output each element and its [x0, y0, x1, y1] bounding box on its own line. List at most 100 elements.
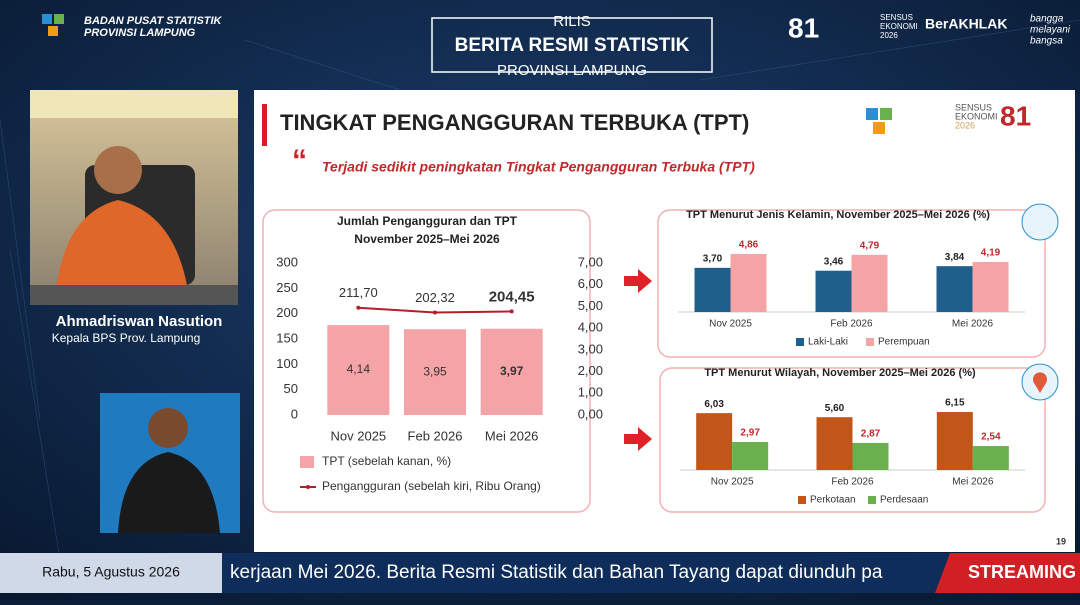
chart-frame — [262, 209, 591, 513]
value-label: 2,87 — [861, 429, 881, 440]
logo-bangga: melayani — [1030, 25, 1071, 36]
value-label: 3,84 — [945, 252, 965, 263]
point — [356, 305, 361, 310]
sign-language-video — [100, 393, 240, 533]
x-tick-label: Mei 2026 — [952, 319, 994, 330]
legend-swatch — [796, 338, 804, 346]
bar — [936, 412, 973, 470]
network-decor — [0, 19, 1080, 561]
rilis: RILIS — [553, 13, 591, 30]
value-label: 4,14 — [347, 362, 371, 376]
legend-label: Perkotaan — [810, 495, 856, 506]
date-box — [0, 553, 222, 593]
ticker-text: kerjaan Mei 2026. Berita Resmi Statistik… — [230, 562, 883, 583]
y-tick-label: 100 — [276, 356, 298, 371]
title-box — [431, 17, 713, 73]
chart-title: Jumlah Pengangguran dan TPT — [337, 214, 518, 228]
bar — [815, 270, 852, 312]
value-label: 6,15 — [945, 398, 965, 409]
logo-81: 81 — [788, 12, 819, 43]
y2-tick-label: 1,00 — [578, 385, 603, 400]
value-label: 4,79 — [860, 240, 880, 251]
logo-berakhlak: BerAKHLAK — [925, 16, 1007, 32]
legend-label: Perempuan — [878, 337, 930, 348]
chart-frame — [657, 209, 1046, 358]
bar — [816, 417, 853, 470]
chart-title: TPT Menurut Jenis Kelamin, November 2025… — [686, 209, 990, 221]
arrow — [624, 427, 652, 451]
date: Rabu, 5 Agustus 2026 — [42, 564, 180, 580]
chart-frame — [659, 367, 1046, 513]
y2-tick-label: 3,00 — [578, 341, 603, 356]
slide-title: TINGKAT PENGANGGURAN TERBUKA (TPT) — [280, 110, 749, 135]
arrow — [624, 269, 652, 293]
bar — [327, 325, 390, 415]
live-box — [935, 553, 1080, 593]
slide-logo-bps — [866, 108, 892, 134]
location-pin — [1033, 372, 1047, 393]
value-label: 6,03 — [704, 399, 724, 410]
x-tick-label: Feb 2026 — [831, 477, 874, 488]
slide — [254, 90, 1075, 552]
value-label: 3,46 — [824, 256, 844, 267]
streaming-label: STREAMING — [968, 562, 1076, 582]
value-label: 5,60 — [825, 403, 845, 414]
point — [433, 310, 437, 315]
x-tick-label: Feb 2026 — [830, 319, 873, 330]
y-tick-label: 200 — [276, 305, 298, 320]
logo-sensus: EKONOMI — [880, 22, 918, 31]
legend-swatch — [300, 456, 314, 468]
legend-swatch — [306, 485, 310, 489]
ticker-clip: kerjaan Mei 2026. Berita Resmi Statistik… — [230, 562, 883, 583]
legend-swatch — [866, 338, 874, 346]
bar — [851, 254, 888, 312]
presenter-video — [30, 90, 238, 305]
value-label: 3,70 — [703, 253, 723, 264]
value-label: 204,45 — [489, 288, 535, 305]
y-tick-label: 0 — [291, 406, 298, 421]
slide-logo-sensus: SENSUS — [955, 102, 992, 112]
broadcast-title: BERITA RESMI STATISTIK — [455, 35, 690, 56]
x-tick-label: Mei 2026 — [485, 428, 538, 443]
bar — [852, 442, 889, 470]
bar — [936, 266, 973, 312]
y2-tick-label: 0,00 — [578, 406, 603, 421]
bar — [730, 254, 767, 312]
y-tick-label: 300 — [276, 254, 298, 269]
legend-label: Laki-Laki — [808, 337, 848, 348]
slide-logo-sensus: 2026 — [955, 120, 975, 130]
x-tick-label: Mei 2026 — [952, 477, 994, 488]
slide-logo-sensus: EKONOMI — [955, 111, 998, 121]
value-label: 4,86 — [739, 240, 759, 251]
y2-tick-label: 2,00 — [578, 363, 603, 378]
value-label: 2,54 — [981, 432, 1001, 443]
y2-tick-label: 7,00 — [578, 254, 603, 269]
ticker-bar — [222, 553, 950, 593]
legend-swatch — [798, 496, 806, 504]
value-label: 211,70 — [339, 285, 378, 300]
bar — [696, 413, 733, 470]
logo-sensus: 2026 — [880, 31, 898, 40]
bar — [732, 441, 769, 470]
org-name: BADAN PUSAT STATISTIK — [84, 15, 223, 27]
slide-page-number: 19 — [1056, 536, 1066, 546]
x-tick-label: Nov 2025 — [331, 428, 387, 443]
logo-bangga: bangga — [1030, 14, 1064, 25]
slide-logo-81: 81 — [1000, 100, 1031, 131]
x-tick-label: Nov 2025 — [711, 477, 754, 488]
org-name: PROVINSI LAMPUNG — [84, 27, 196, 39]
logo-bangga: bangsa — [1030, 36, 1063, 47]
value-label: 3,97 — [500, 364, 524, 378]
bps-logo — [42, 14, 64, 36]
y-tick-label: 250 — [276, 280, 298, 295]
value-label: 2,97 — [740, 428, 760, 439]
bar — [404, 329, 466, 415]
x-tick-label: Nov 2025 — [709, 319, 752, 330]
logo-sensus: SENSUS — [880, 13, 913, 22]
presenter-role: Kepala BPS Prov. Lampung — [52, 331, 201, 345]
legend-label: Pengangguran (sebelah kiri, Ribu Orang) — [322, 479, 541, 493]
legend-label: Perdesaan — [880, 495, 928, 506]
bar — [972, 446, 1009, 470]
